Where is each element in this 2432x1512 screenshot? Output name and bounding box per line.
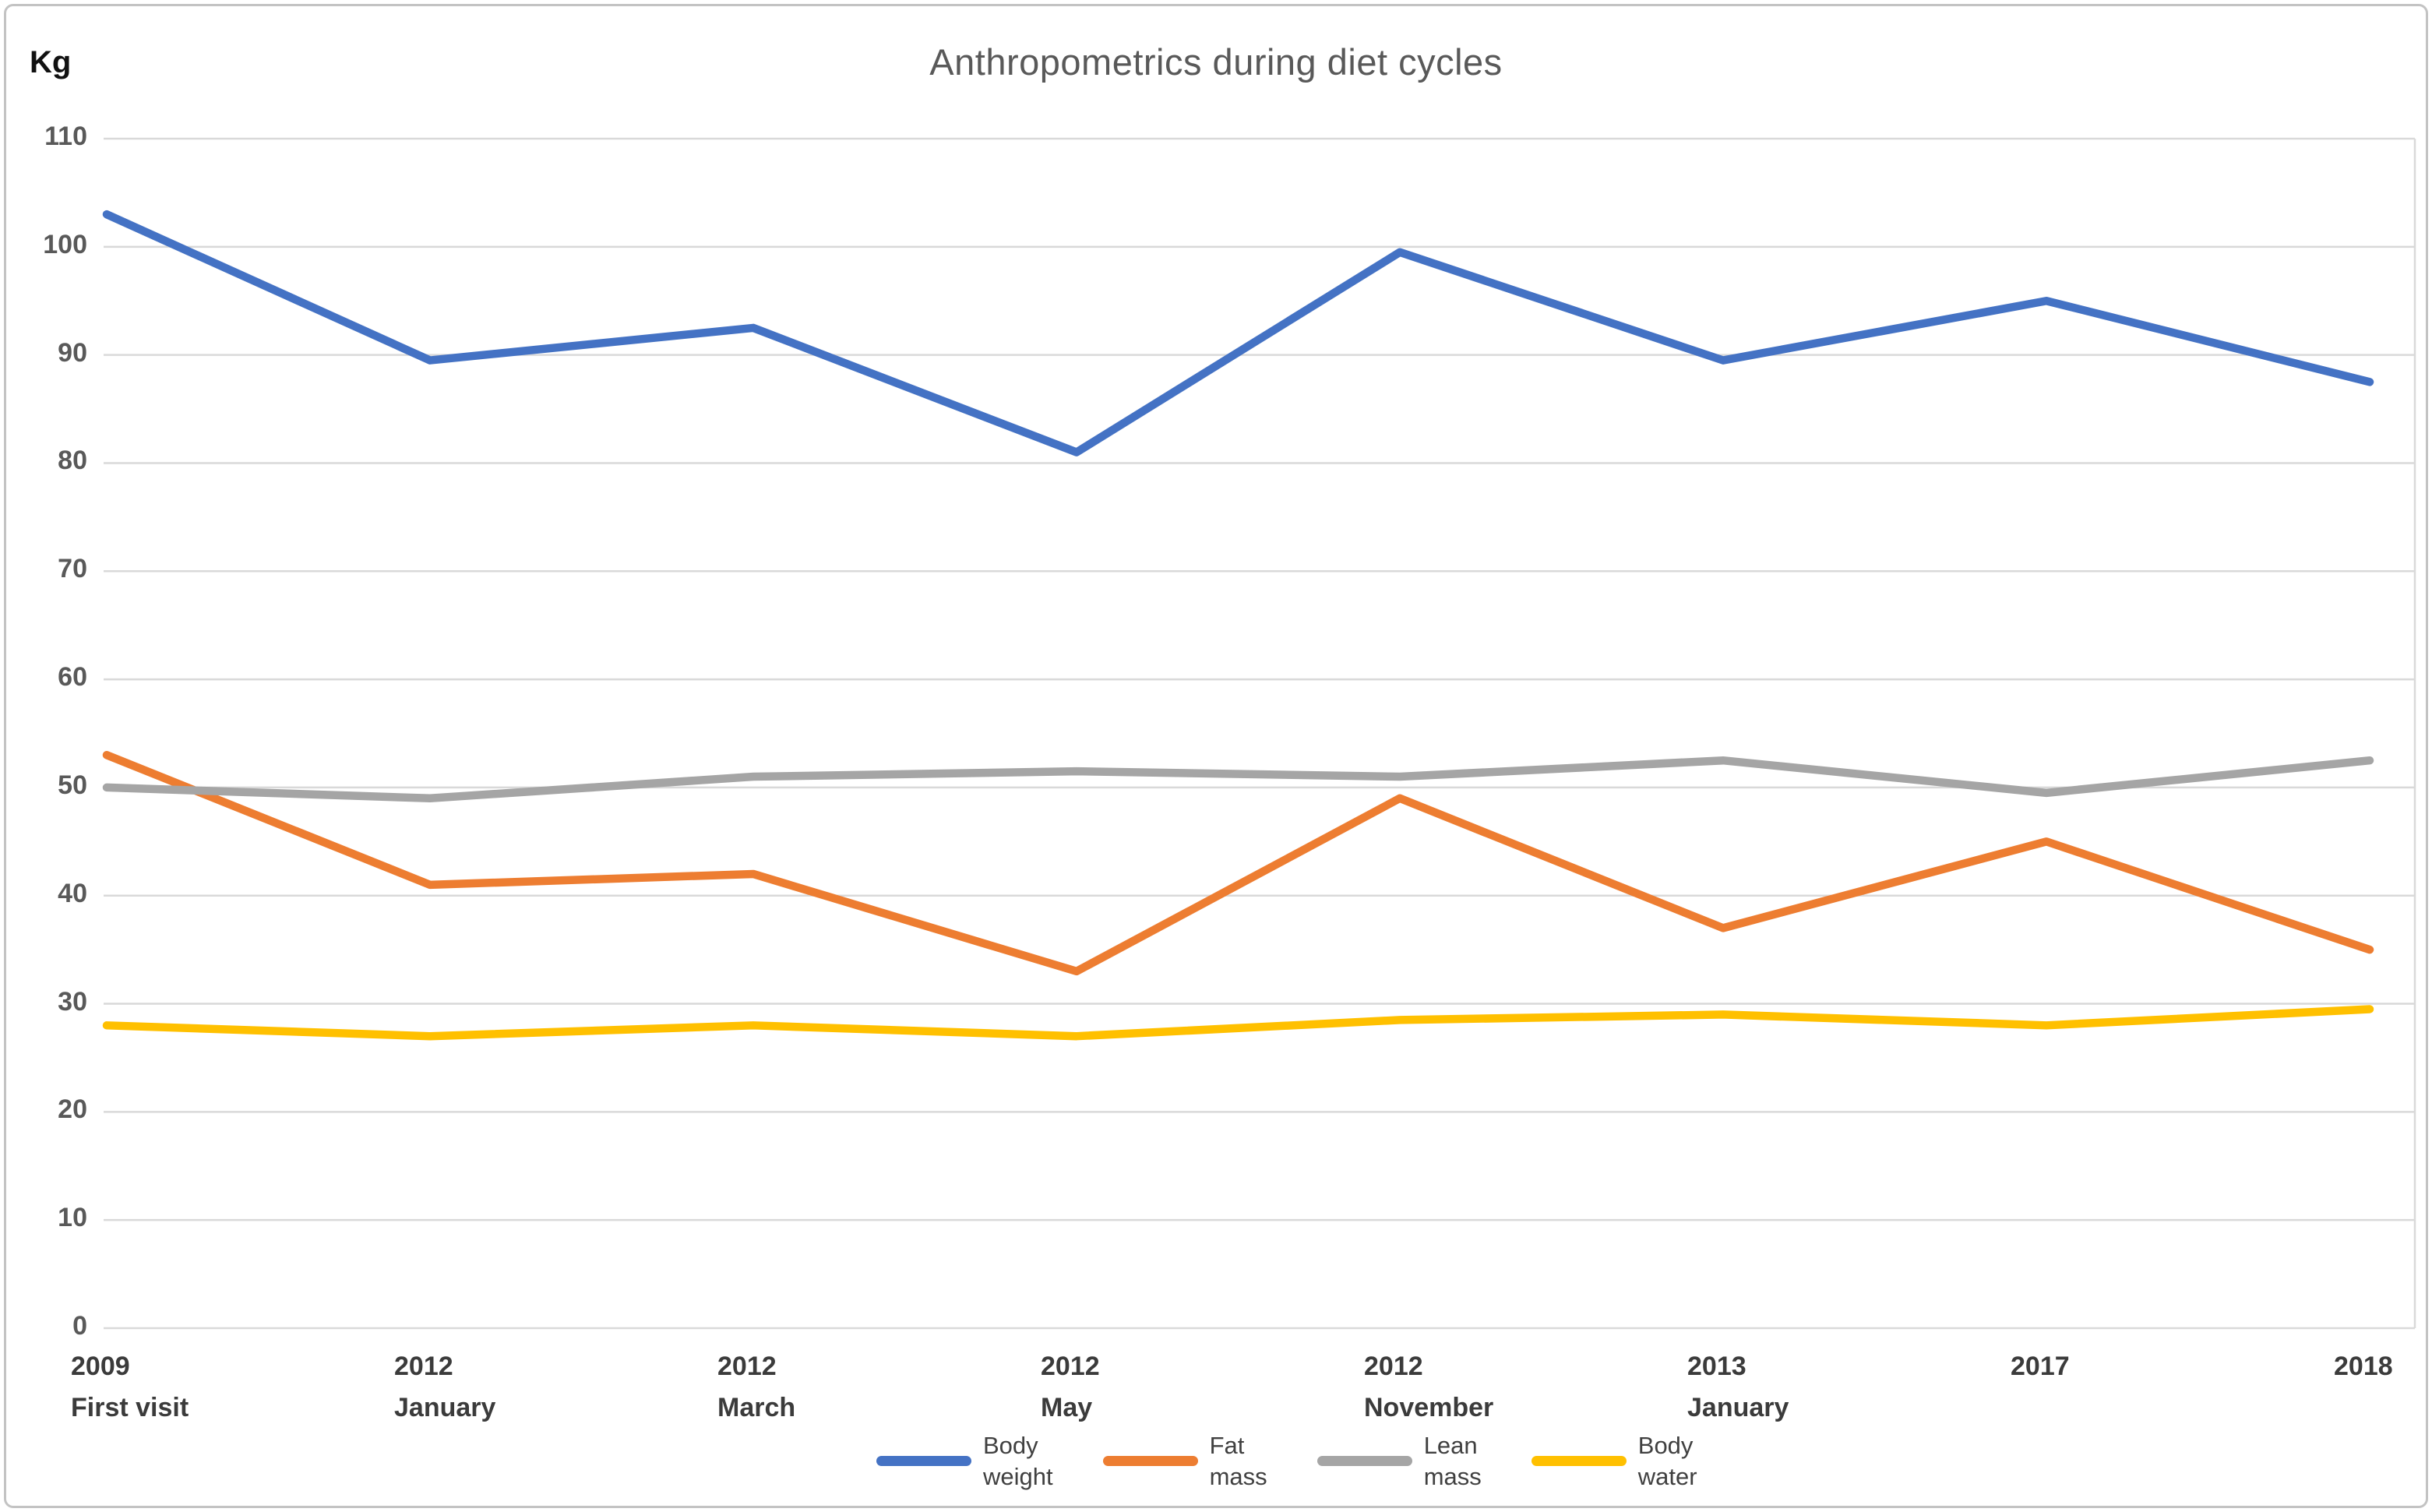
- x-category-label-line: 2013: [1687, 1352, 1746, 1381]
- y-axis-tick-label: 100: [43, 229, 87, 259]
- chart-title: Anthropometrics during diet cycles: [929, 41, 1503, 83]
- y-axis-tick-label: 50: [58, 770, 87, 800]
- x-category-label: 2012 March: [717, 1346, 795, 1428]
- legend: Body weight Fat mass Lean mass Body water: [876, 1430, 1697, 1492]
- x-category-label: 2012 November: [1364, 1346, 1493, 1428]
- x-category-label-line: 2012: [1041, 1352, 1100, 1381]
- legend-swatch: [1531, 1456, 1627, 1467]
- x-category-label-line: March: [717, 1392, 796, 1422]
- legend-swatch: [1316, 1456, 1412, 1467]
- x-category-label: 2012 May: [1041, 1346, 1100, 1428]
- legend-swatch: [876, 1456, 971, 1467]
- y-axis-tick-label: 90: [58, 337, 87, 368]
- legend-label: Fat mass: [1210, 1430, 1267, 1492]
- legend-label-line: Body: [1637, 1432, 1694, 1459]
- legend-label-line: weight: [983, 1462, 1053, 1490]
- legend-label-line: water: [1637, 1462, 1697, 1490]
- x-category-label-line: November: [1364, 1392, 1494, 1422]
- x-category-label: 2013 January: [1687, 1346, 1789, 1428]
- y-axis-tick-label: 20: [58, 1094, 87, 1125]
- y-axis-unit-label: Kg: [30, 45, 72, 79]
- y-axis-tick-label: 80: [58, 446, 87, 476]
- x-category-label-line: 2012: [394, 1352, 453, 1381]
- legend-label-line: mass: [1423, 1462, 1482, 1490]
- legend-label: Body weight: [983, 1430, 1053, 1492]
- series-line-lean-mass: [102, 756, 2374, 803]
- legend-label-line: Body: [983, 1432, 1038, 1459]
- x-category-label-line: May: [1041, 1392, 1093, 1422]
- legend-label: Body water: [1638, 1430, 1697, 1492]
- x-category-label-line: 2012: [1364, 1352, 1423, 1381]
- series-line-body-weight: [102, 210, 2374, 456]
- y-axis-tick-label: 30: [58, 986, 87, 1017]
- y-axis-tick-label: 70: [58, 554, 87, 584]
- y-axis-tick-label: 110: [44, 122, 87, 151]
- legend-label-line: mass: [1209, 1462, 1267, 1490]
- y-axis-tick-label: 40: [58, 878, 87, 908]
- x-category-label: 2018: [2334, 1346, 2393, 1387]
- x-category-label-line: First visit: [71, 1392, 189, 1422]
- legend-item-lean-mass: Lean mass: [1316, 1430, 1482, 1492]
- x-category-label-line: 2018: [2334, 1352, 2393, 1381]
- x-category-label-line: 2009: [71, 1352, 130, 1381]
- legend-label: Lean mass: [1424, 1430, 1482, 1492]
- series-line-fat-mass: [102, 751, 2374, 976]
- x-category-label-line: January: [1687, 1392, 1789, 1422]
- legend-label-line: Lean: [1423, 1432, 1478, 1459]
- legend-item-body-weight: Body weight: [876, 1430, 1053, 1492]
- series-line-body-water: [102, 1005, 2374, 1041]
- y-axis-tick-label: 60: [58, 662, 87, 693]
- x-category-label-line: 2017: [2011, 1352, 2070, 1381]
- series-lines: [102, 210, 2374, 1041]
- y-axis-tick-label: 0: [72, 1311, 87, 1341]
- legend-label-line: Fat: [1209, 1432, 1245, 1459]
- x-category-label: 2012 January: [394, 1346, 495, 1428]
- legend-swatch: [1102, 1456, 1198, 1467]
- x-category-label: 2017: [2011, 1346, 2070, 1387]
- y-axis-tick-label: 10: [58, 1203, 87, 1233]
- x-category-label-line: January: [394, 1392, 496, 1422]
- x-category-label: 2009 First visit: [71, 1346, 189, 1428]
- gridlines: [104, 137, 2416, 1330]
- legend-item-fat-mass: Fat mass: [1102, 1430, 1267, 1492]
- x-category-label-line: 2012: [717, 1352, 777, 1381]
- legend-item-body-water: Body water: [1531, 1430, 1697, 1492]
